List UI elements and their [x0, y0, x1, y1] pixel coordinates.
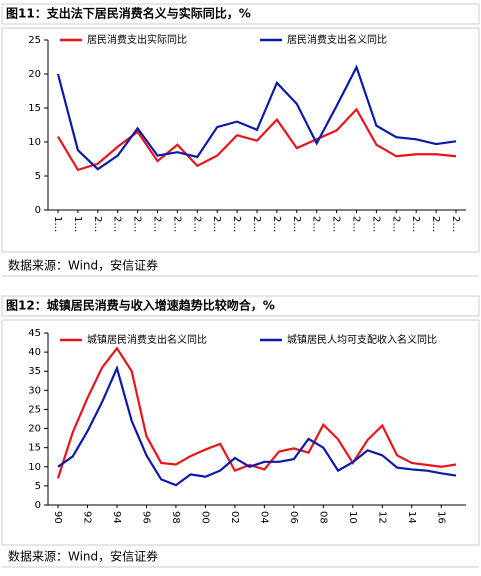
x-tick-label: 2… — [390, 216, 401, 232]
line-series — [57, 107, 457, 172]
x-tick-label: 92 — [81, 511, 92, 524]
x-tick-label: 2… — [351, 216, 362, 232]
x-tick-label: 10 — [347, 511, 358, 524]
x-tick-label: 12 — [376, 511, 387, 524]
x-tick-label: 2… — [132, 216, 143, 232]
x-tick-label: 96 — [140, 511, 151, 524]
x-tick-label: 94 — [111, 511, 122, 524]
source: 数据来源：Wind，安信证券 — [8, 549, 158, 564]
x-tick-label: 14 — [406, 511, 417, 524]
caption-bg — [1, 295, 480, 317]
x-tick-label: 2… — [112, 216, 123, 232]
y-tick-label: 5 — [35, 481, 41, 492]
x-tick-label: 08 — [317, 511, 328, 524]
source: 数据来源：Wind，安信证券 — [8, 258, 158, 273]
x-tick-label: 98 — [170, 511, 181, 524]
y-tick-label: 10 — [28, 137, 41, 148]
y-tick-label: 15 — [28, 443, 41, 454]
x-tick-label: 1… — [52, 216, 63, 232]
chart-frame — [1, 27, 480, 253]
x-tick-label: 2… — [331, 216, 342, 232]
caption-bg — [1, 3, 480, 25]
y-tick-label: 10 — [28, 462, 41, 473]
x-tick-label: 2… — [450, 216, 461, 232]
x-tick-label: 00 — [199, 511, 210, 524]
legend-label: 居民消费支出名义同比 — [287, 33, 387, 46]
x-tick-label: 2… — [311, 216, 322, 232]
y-tick-label: 40 — [28, 347, 41, 358]
x-tick-label: 2… — [152, 216, 163, 232]
x-tick-label: 90 — [52, 511, 63, 524]
y-tick-label: 35 — [28, 366, 41, 377]
y-tick-label: 20 — [28, 69, 41, 80]
x-tick-label: 2… — [291, 216, 302, 232]
chart-frame — [1, 319, 480, 546]
legend-label: 城镇居民消费支出名义同比 — [87, 333, 207, 346]
x-tick-label: 02 — [229, 511, 240, 524]
line-series — [56, 346, 457, 479]
x-tick-label: 2… — [191, 216, 202, 232]
y-tick-label: 25 — [28, 404, 41, 415]
x-tick-label: 2… — [410, 216, 421, 232]
x-tick-label: 2… — [92, 216, 103, 232]
x-tick-label: 06 — [288, 511, 299, 524]
legend-label: 居民消费支出实际同比 — [87, 33, 187, 46]
y-tick-label: 25 — [28, 35, 41, 46]
x-tick-label: 2… — [171, 216, 182, 232]
y-tick-label: 15 — [28, 103, 41, 114]
x-tick-label: 2… — [430, 216, 441, 232]
x-tick-label: 2… — [370, 216, 381, 232]
x-tick-label: 1… — [72, 216, 83, 232]
x-tick-label: 04 — [258, 511, 269, 524]
y-tick-label: 20 — [28, 424, 41, 435]
x-tick-label: 2… — [231, 216, 242, 232]
y-tick-label: 30 — [28, 385, 41, 396]
y-tick-label: 0 — [35, 500, 41, 511]
line-series — [56, 64, 457, 171]
x-tick-label: 2… — [271, 216, 282, 232]
x-tick-label: 16 — [435, 511, 446, 524]
x-tick-label: 2… — [211, 216, 222, 232]
x-tick-label: 2… — [251, 216, 262, 232]
y-tick-label: 45 — [28, 328, 41, 339]
legend-label: 城镇居民人均可支配收入名义同比 — [287, 333, 437, 346]
caption: 图12：城镇居民消费与收入增速趋势比较吻合，% — [6, 298, 275, 313]
line-series — [57, 364, 457, 487]
caption: 图11：支出法下居民消费名义与实际同比，% — [6, 6, 251, 21]
y-tick-label: 0 — [35, 205, 41, 216]
y-tick-label: 5 — [35, 171, 41, 182]
